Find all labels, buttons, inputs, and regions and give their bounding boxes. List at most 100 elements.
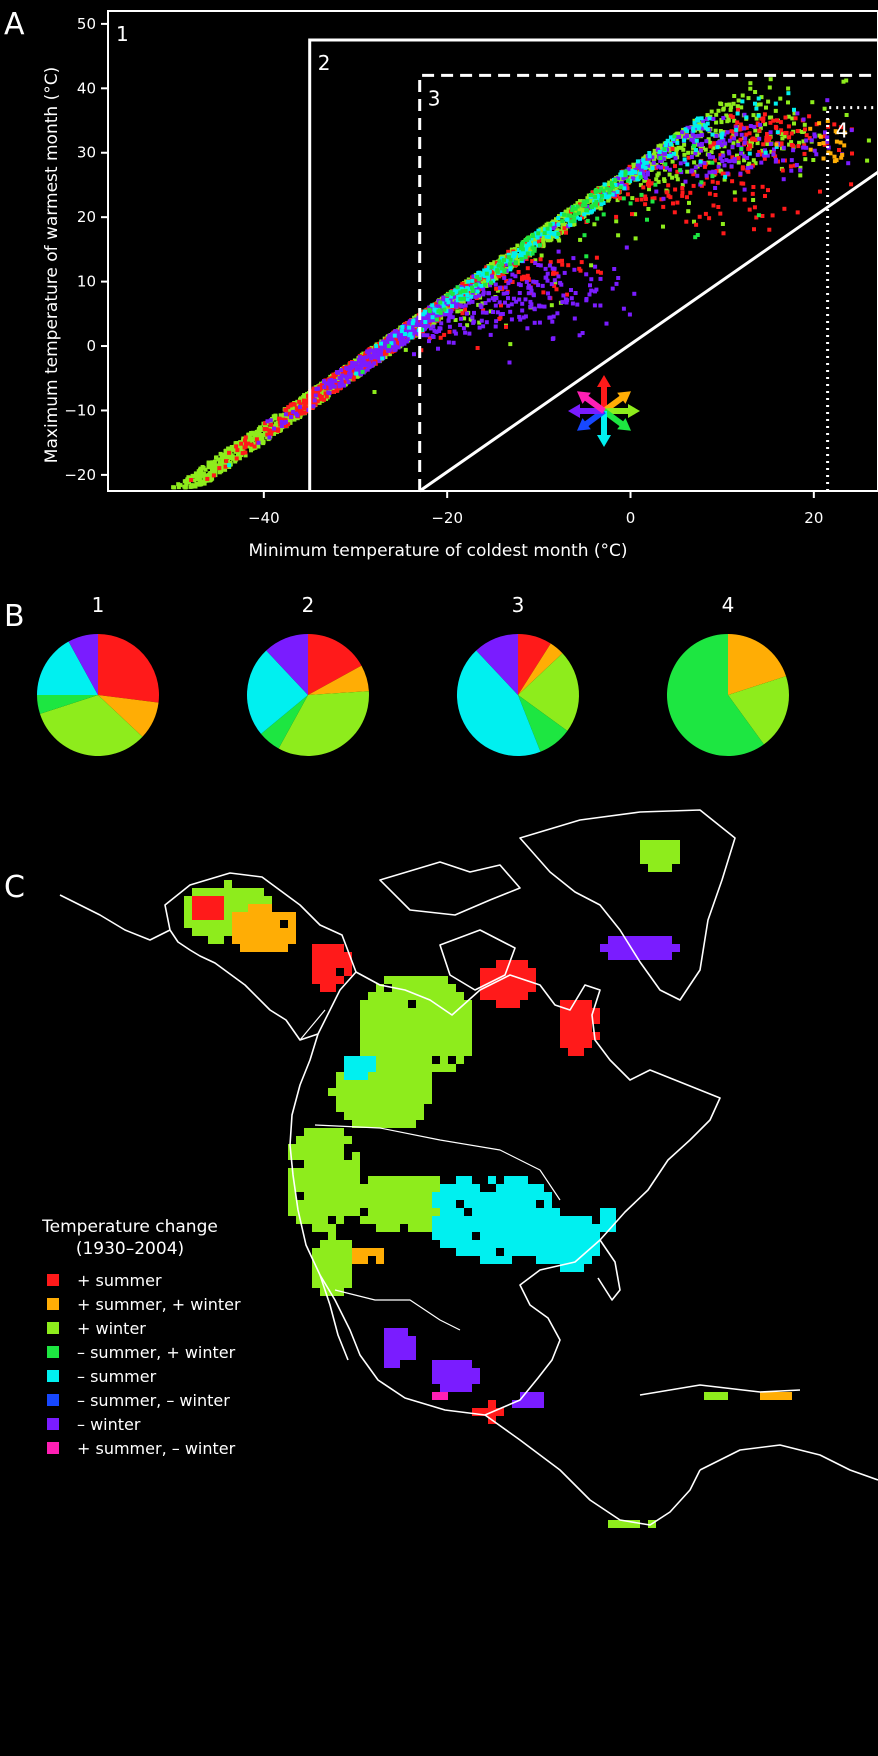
scatter-point: [445, 292, 450, 297]
scatter-point: [750, 191, 755, 196]
scatter-point: [458, 300, 463, 304]
scatter-point: [572, 212, 577, 217]
map-cell: [480, 976, 488, 984]
scatter-point: [524, 246, 529, 251]
scatter-point: [792, 163, 797, 168]
scatter-point: [198, 468, 202, 473]
scatter-point: [574, 209, 579, 214]
scatter-point: [568, 223, 573, 227]
scatter-point: [203, 474, 207, 479]
scatter-point: [838, 140, 843, 145]
scatter-point: [518, 250, 523, 255]
scatter-point: [737, 127, 742, 132]
map-cell: [344, 1256, 352, 1264]
scatter-point: [668, 142, 673, 147]
map-region-purple: [600, 936, 680, 960]
map-cell: [344, 1104, 352, 1112]
scatter-point: [765, 142, 770, 146]
map-cell: [656, 952, 664, 960]
scatter-point: [470, 278, 475, 283]
scatter-point: [486, 276, 491, 281]
scatter-point: [649, 181, 654, 186]
map-cell: [264, 904, 272, 912]
map-cell: [456, 1032, 464, 1040]
scatter-point: [492, 266, 497, 271]
scatter-point: [262, 424, 267, 429]
map-cell: [664, 856, 672, 864]
scatter-point: [372, 390, 377, 394]
scatter-point: [463, 303, 468, 308]
map-cell: [336, 1240, 344, 1248]
scatter-point: [437, 303, 442, 308]
scatter-point: [538, 257, 543, 262]
scatter-point: [728, 107, 733, 112]
scatter-point: [724, 102, 729, 107]
map-cell: [376, 1248, 384, 1256]
scatter-point: [711, 203, 716, 208]
scatter-point: [376, 348, 381, 353]
scatter-point: [575, 215, 580, 220]
scatter-point: [193, 484, 198, 489]
scatter-point: [544, 234, 549, 239]
scatter-point: [765, 153, 770, 158]
scatter-point: [288, 418, 293, 423]
map-cell: [240, 920, 248, 928]
map-cell: [376, 1192, 384, 1200]
scatter-point: [672, 210, 677, 215]
scatter-point: [304, 405, 309, 410]
scatter-point: [801, 139, 806, 144]
map-cell: [376, 1112, 384, 1120]
map-cell: [328, 1240, 336, 1248]
scatter-point: [626, 171, 631, 176]
scatter-point: [747, 131, 752, 136]
map-cell: [400, 1016, 408, 1024]
map-cell: [320, 1168, 328, 1176]
scatter-point: [460, 281, 465, 286]
scatter-point: [497, 300, 502, 305]
scatter-point: [810, 100, 815, 105]
scatter-point: [735, 104, 740, 109]
scatter-point: [493, 324, 498, 329]
map-cell: [328, 944, 336, 952]
map-cell: [408, 984, 416, 992]
map-cell: [456, 1040, 464, 1048]
map-cell: [200, 920, 208, 928]
map-cell: [352, 1088, 360, 1096]
map-cell: [256, 912, 264, 920]
scatter-point: [658, 158, 663, 163]
scatter-point: [798, 165, 803, 170]
scatter-point: [400, 334, 405, 339]
scatter-point: [492, 260, 497, 265]
map-cell: [192, 912, 200, 920]
map-cell: [304, 1128, 312, 1136]
scatter-point: [773, 108, 778, 113]
scatter-point: [459, 309, 464, 314]
scatter-point: [506, 296, 510, 301]
scatter-point: [336, 370, 341, 375]
scatter-point: [560, 300, 565, 305]
scatter-point: [781, 158, 785, 163]
scatter-point: [477, 320, 482, 325]
map-cell: [400, 1088, 408, 1096]
y-tick-label: −20: [64, 466, 96, 484]
map-cell: [232, 928, 240, 936]
map-cell: [352, 1208, 360, 1216]
scatter-point: [685, 162, 690, 167]
scatter-point: [444, 312, 449, 317]
scatter-point: [386, 336, 391, 341]
scatter-point: [396, 345, 401, 350]
map-cell: [600, 944, 608, 952]
scatter-point: [665, 147, 670, 152]
map-cell: [336, 1184, 344, 1192]
scatter-point: [547, 295, 552, 300]
scatter-point: [758, 126, 763, 131]
map-cell: [272, 936, 280, 944]
map-cell: [592, 1008, 600, 1016]
map-region-red: [312, 944, 352, 992]
scatter-point: [359, 372, 363, 377]
scatter-point: [788, 164, 793, 169]
scatter-point: [735, 120, 740, 125]
map-cell: [464, 1040, 472, 1048]
scatter-point: [584, 254, 589, 259]
